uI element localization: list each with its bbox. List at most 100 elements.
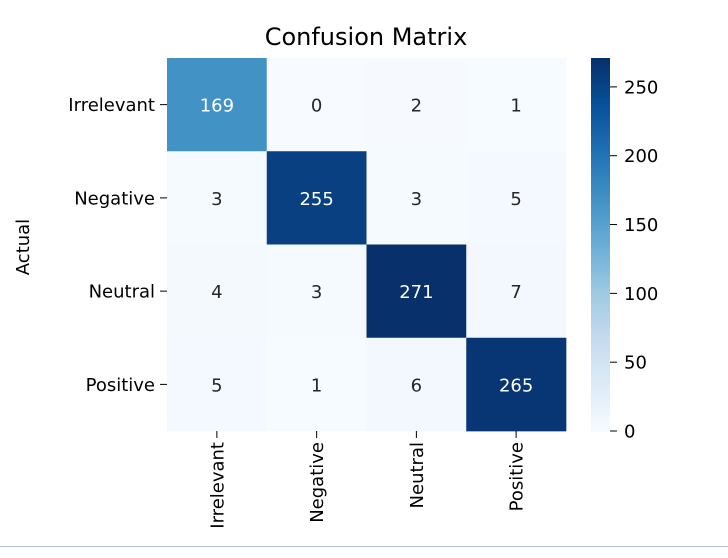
colorbar-segment: [591, 390, 610, 395]
colorbar-segment: [591, 337, 610, 342]
colorbar-segment: [591, 281, 610, 286]
colorbar-segment: [591, 113, 610, 118]
colorbar-segment: [591, 331, 610, 336]
cell-value-label: 3: [311, 282, 322, 303]
colorbar-segment: [591, 371, 610, 376]
colorbar-segment: [591, 222, 610, 227]
colorbar-segment: [591, 188, 610, 193]
colorbar-tick-label: 200: [624, 146, 658, 167]
colorbar-segment: [591, 424, 610, 429]
row-tick-label: Neutral: [89, 282, 155, 303]
heatmap-cell: [266, 151, 367, 245]
colorbar-segment: [591, 67, 610, 72]
heatmap-cell: [167, 151, 268, 245]
colorbar-segment: [591, 315, 610, 320]
colorbar-segment: [591, 256, 610, 261]
cell-value-label: 169: [200, 96, 234, 117]
heatmap-cell: [466, 337, 567, 432]
colorbar-segment: [591, 356, 610, 361]
colorbar-segment: [591, 216, 610, 221]
colorbar-segment: [591, 73, 610, 78]
colorbar-segment: [591, 340, 610, 345]
colorbar-tick-label: 0: [624, 422, 635, 443]
bottom-divider: [0, 546, 728, 547]
colorbar-segment: [591, 154, 610, 159]
colorbar-segment: [591, 141, 610, 146]
colorbar-segment: [591, 284, 610, 289]
colorbar-segment: [591, 194, 610, 199]
colorbar-segment: [591, 300, 610, 305]
colorbar-segment: [591, 312, 610, 317]
colorbar-segment: [591, 200, 610, 205]
colorbar-segment: [591, 169, 610, 174]
colorbar-segment: [591, 120, 610, 124]
colorbar-segment: [591, 359, 610, 364]
colorbar-tick-label: 150: [624, 215, 658, 236]
cell-value-label: 2: [411, 96, 422, 117]
y-axis-label: Actual: [13, 219, 34, 275]
colorbar-segment: [591, 412, 610, 417]
colorbar-segment: [591, 418, 610, 423]
colorbar-segment: [591, 387, 610, 392]
colorbar-segment: [591, 322, 610, 326]
colorbar-segment: [591, 104, 610, 109]
heatmap-cell: [266, 244, 367, 339]
chart-title: Confusion Matrix: [265, 23, 468, 51]
colorbar-segment: [591, 207, 610, 211]
colorbar-segment: [591, 179, 610, 183]
colorbar-segment: [591, 263, 610, 267]
colorbar-segment: [591, 241, 610, 246]
colorbar-segment: [591, 92, 610, 96]
colorbar-segment: [591, 228, 610, 233]
row-tick-label: Negative: [74, 188, 155, 209]
heatmap-cell: [266, 337, 367, 432]
colorbar-segment: [591, 123, 610, 127]
heatmap-cell: [167, 244, 268, 339]
colorbar-segment: [591, 396, 610, 401]
colorbar-segment: [591, 185, 610, 190]
colorbar-segment: [591, 343, 610, 348]
colorbar-segment: [591, 272, 610, 277]
cell-value-label: 255: [299, 189, 333, 210]
colorbar-segment: [591, 365, 610, 370]
colorbar-segment: [591, 291, 610, 295]
colorbar-segment: [591, 334, 610, 339]
heatmap-cell: [466, 58, 567, 152]
colorbar-segment: [591, 288, 610, 292]
colorbar-segment: [591, 79, 610, 84]
column-tick-label: Irrelevant: [207, 442, 228, 529]
column-tick-label: Positive: [507, 442, 528, 511]
colorbar-segment: [591, 244, 610, 249]
colorbar-segment: [591, 98, 610, 103]
colorbar-segment: [591, 213, 610, 218]
cell-value-label: 4: [211, 282, 222, 303]
colorbar-segment: [591, 95, 610, 100]
column-tick-group: Irrelevant Negative Neutral Positive: [207, 431, 528, 529]
colorbar-segment: [591, 403, 610, 407]
colorbar-segment: [591, 101, 610, 106]
colorbar-segment: [591, 191, 610, 196]
row-tick-group: Irrelevant Negative Neutral Positive: [68, 95, 167, 396]
colorbar-tick-label: 250: [624, 77, 658, 98]
colorbar-segment: [591, 163, 610, 168]
colorbar-tick-label: 50: [624, 353, 647, 374]
colorbar-segment: [591, 145, 610, 149]
colorbar-segment: [591, 238, 610, 242]
colorbar-segment: [591, 61, 610, 65]
colorbar-segment: [591, 126, 610, 131]
colorbar-segment: [591, 89, 610, 93]
colorbar-segment: [591, 350, 610, 354]
colorbar-segment: [591, 409, 610, 413]
colorbar-segment: [591, 303, 610, 308]
colorbar-segment: [591, 117, 610, 121]
colorbar-segment: [591, 182, 610, 187]
heatmap-cell: [466, 244, 567, 339]
colorbar-segment: [591, 247, 610, 252]
cell-value-label: 1: [311, 375, 322, 396]
colorbar-segment: [591, 260, 610, 264]
colorbar-segment: [591, 378, 610, 382]
heatmap-cell: [366, 337, 467, 432]
colorbar-segment: [591, 325, 610, 330]
cell-value-label: 0: [311, 96, 322, 117]
row-tick-label: Positive: [86, 375, 155, 396]
